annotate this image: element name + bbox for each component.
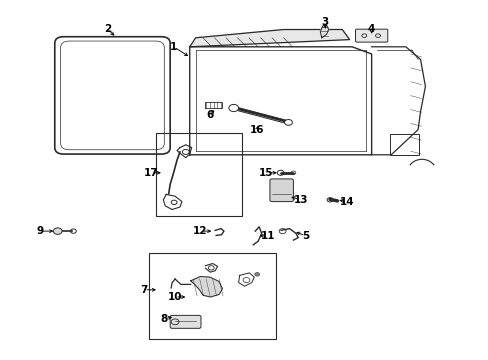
Circle shape (254, 273, 259, 276)
Polygon shape (190, 276, 222, 297)
Bar (156, 133, 242, 216)
Text: 13: 13 (293, 195, 307, 205)
Polygon shape (320, 25, 328, 38)
Circle shape (53, 228, 62, 234)
Text: 1: 1 (170, 42, 177, 52)
FancyBboxPatch shape (355, 29, 387, 42)
Bar (389, 134, 418, 155)
Text: 8: 8 (160, 314, 167, 324)
Text: 9: 9 (37, 226, 43, 236)
Text: 16: 16 (249, 125, 264, 135)
Text: 7: 7 (140, 285, 148, 295)
Text: 6: 6 (206, 110, 213, 120)
Polygon shape (189, 30, 349, 47)
Text: 12: 12 (193, 226, 207, 236)
Circle shape (284, 120, 292, 125)
Bar (149, 253, 276, 339)
Text: 15: 15 (259, 168, 273, 178)
FancyBboxPatch shape (170, 315, 201, 328)
Text: 11: 11 (260, 231, 275, 241)
Text: 3: 3 (321, 17, 328, 27)
Circle shape (228, 104, 238, 112)
FancyBboxPatch shape (269, 179, 293, 202)
Text: 2: 2 (104, 24, 111, 34)
Text: 5: 5 (302, 231, 308, 241)
Text: 4: 4 (367, 24, 375, 34)
Text: 14: 14 (339, 197, 354, 207)
Text: 10: 10 (167, 292, 182, 302)
Text: 17: 17 (144, 168, 159, 178)
